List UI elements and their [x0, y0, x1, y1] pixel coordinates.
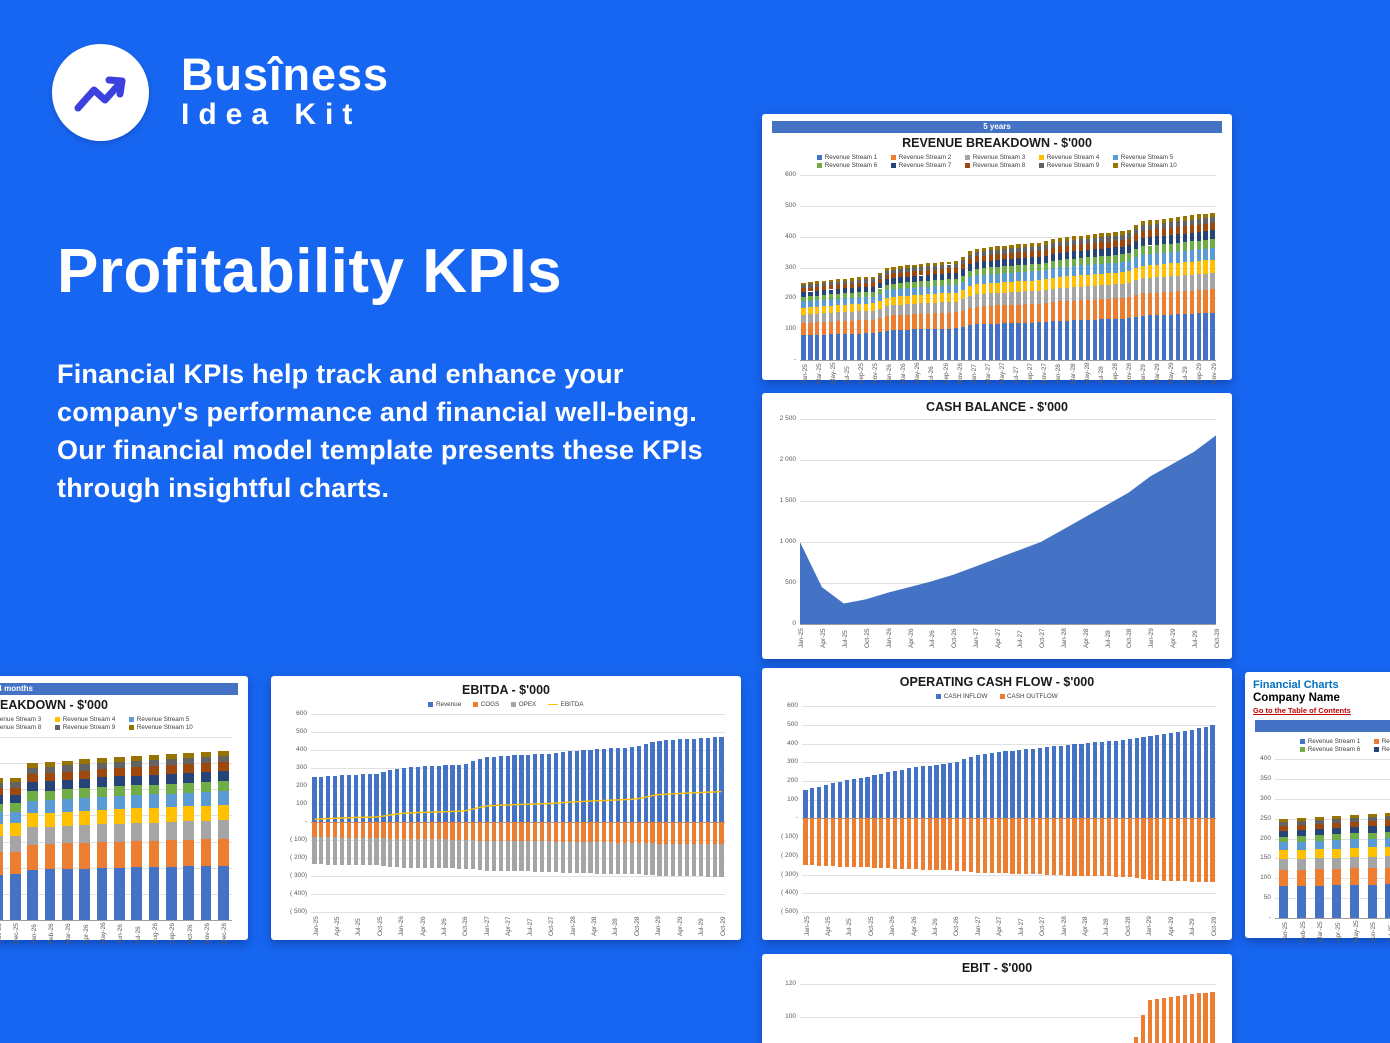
panel-financial-charts-sheet: Financial Charts Company Name Go to the … [1245, 672, 1390, 942]
legend-item: Revenue [428, 701, 461, 708]
legend-item: Revenue Stream 8 [965, 162, 1025, 169]
legend-item: CASH OUTFLOW [999, 693, 1058, 700]
legend-item: EBITDA [548, 701, 584, 708]
period-badge-5-years: 5 years [772, 121, 1222, 133]
operating-cash-flow-chart: 600 500 400 300 200 100-( 100)( 200)( 300)( 4… [781, 702, 1218, 936]
page-description: Financial KPIs help track and enhance yo… [57, 359, 703, 503]
legend-item: Revenue Stream 7 [891, 162, 951, 169]
legend-item: Revenue Stream 4 [1039, 154, 1099, 161]
chart-title-cash-balance: CASH BALANCE - $'000 [926, 400, 1068, 414]
legend-item: CASH INFLOW [936, 693, 988, 700]
brand-name: Busîness [181, 49, 390, 100]
legend-item: Revenue Stream 2 [1374, 738, 1390, 745]
brand: Busîness Idea Kit [52, 44, 389, 141]
legend-item: Revenue Stream 4 [55, 716, 115, 723]
company-name: Company Name [1253, 692, 1340, 704]
chart-title-revenue-breakdown-24m: REVENUE BREAKDOWN - $'000 [0, 698, 108, 712]
brand-text: Busîness Idea Kit [181, 52, 389, 133]
brand-subname: Idea Kit [181, 98, 362, 131]
ebitda-chart: 600 500 400 300 200 100-( 100)( 200)( 300)( 4… [290, 710, 727, 936]
legend-ebitda: Revenue COGS OPEX EBITDA [428, 701, 584, 708]
legend-item: Revenue Stream 1 [1300, 738, 1360, 745]
legend-revenue-streams-5y: Revenue Stream 1 Revenue Stream 2 Revenue … [817, 154, 1177, 169]
chart-title-ebitda: EBITDA - $'000 [462, 683, 550, 697]
panel-revenue-breakdown-5y: 5 years REVENUE BREAKDOWN - $'000 Revenu… [762, 114, 1232, 384]
panel-revenue-breakdown-24m: 24 months REVENUE BREAKDOWN - $'000 Reve… [0, 676, 248, 944]
legend-item: Revenue Stream 1 [817, 154, 877, 161]
legend-item: Revenue Stream 6 [1300, 746, 1360, 753]
legend-item: Revenue Stream 3 [965, 154, 1025, 161]
hero: Profitability KPIs Financial KPIs help t… [57, 237, 717, 507]
revenue-breakdown-5y-chart: 600 500 400 300 200 100- Jan-25 Mar-25 May-25 Jul… [785, 171, 1218, 384]
legend-item: Revenue Stream 9 [55, 724, 115, 731]
period-badge-mini [1255, 720, 1390, 732]
cash-balance-chart: 2 500 2 000 1 500 1 000 500 0 Jan-25 Apr-25 Jul-… [779, 415, 1221, 648]
legend-item: Revenue Stream 10 [1113, 162, 1177, 169]
brand-logo [52, 44, 149, 141]
legend-item: Revenue Stream 7 [1374, 746, 1390, 753]
panel-operating-cash-flow: OPERATING CASH FLOW - $'000 CASH INFLOW C… [762, 668, 1232, 940]
trend-arrow-icon [74, 76, 125, 111]
table-of-contents-link[interactable]: Go to the Table of Contents [1253, 706, 1351, 715]
page-title: Profitability KPIs [57, 237, 563, 306]
legend-item: Revenue Stream 3 [0, 716, 42, 723]
panel-cash-balance: CASH BALANCE - $'000 2 500 2 000 1 500 1 00… [762, 393, 1232, 659]
chart-title-revenue-breakdown-5y: REVENUE BREAKDOWN - $'000 [902, 136, 1092, 150]
legend-operating-cash-flow: CASH INFLOW CASH OUTFLOW [936, 693, 1058, 700]
chart-title-operating-cash-flow: OPERATING CASH FLOW - $'000 [899, 675, 1095, 689]
revenue-breakdown-24m-chart: 35030025020015010050-Jan-25Feb-25Mar-25A… [0, 733, 240, 944]
legend-item: Revenue Stream 5 [1113, 154, 1177, 161]
chart-title-ebit: EBIT - $'000 [961, 961, 1033, 975]
legend-item: Revenue Stream 6 [817, 162, 877, 169]
legend-item: COGS [473, 701, 499, 708]
legend-item: Revenue Stream 8 [0, 724, 42, 731]
sheet-title: Financial Charts [1253, 679, 1339, 691]
legend-item: Revenue Stream 5 [129, 716, 193, 723]
legend-item: Revenue Stream 9 [1039, 162, 1099, 169]
period-badge-24-months: 24 months [0, 683, 238, 695]
legend-item: Revenue Stream 2 [891, 154, 951, 161]
mini-revenue-breakdown-chart: 400 350 300 250 200 150 100 50- Jan-25 Feb-25 Mar-… [1253, 755, 1390, 942]
legend-item: OPEX [511, 701, 536, 708]
panel-ebitda: EBITDA - $'000 Revenue COGS OPEX EBITDA 600… [271, 676, 741, 940]
ebit-chart: 12010080604020-Jan-25Apr-25Jul-25Oct-25J… [770, 976, 1224, 1043]
legend-item: Revenue Stream 10 [129, 724, 193, 731]
panel-ebit: EBIT - $'000 12010080604020-Jan-25Apr-25… [762, 954, 1232, 1043]
